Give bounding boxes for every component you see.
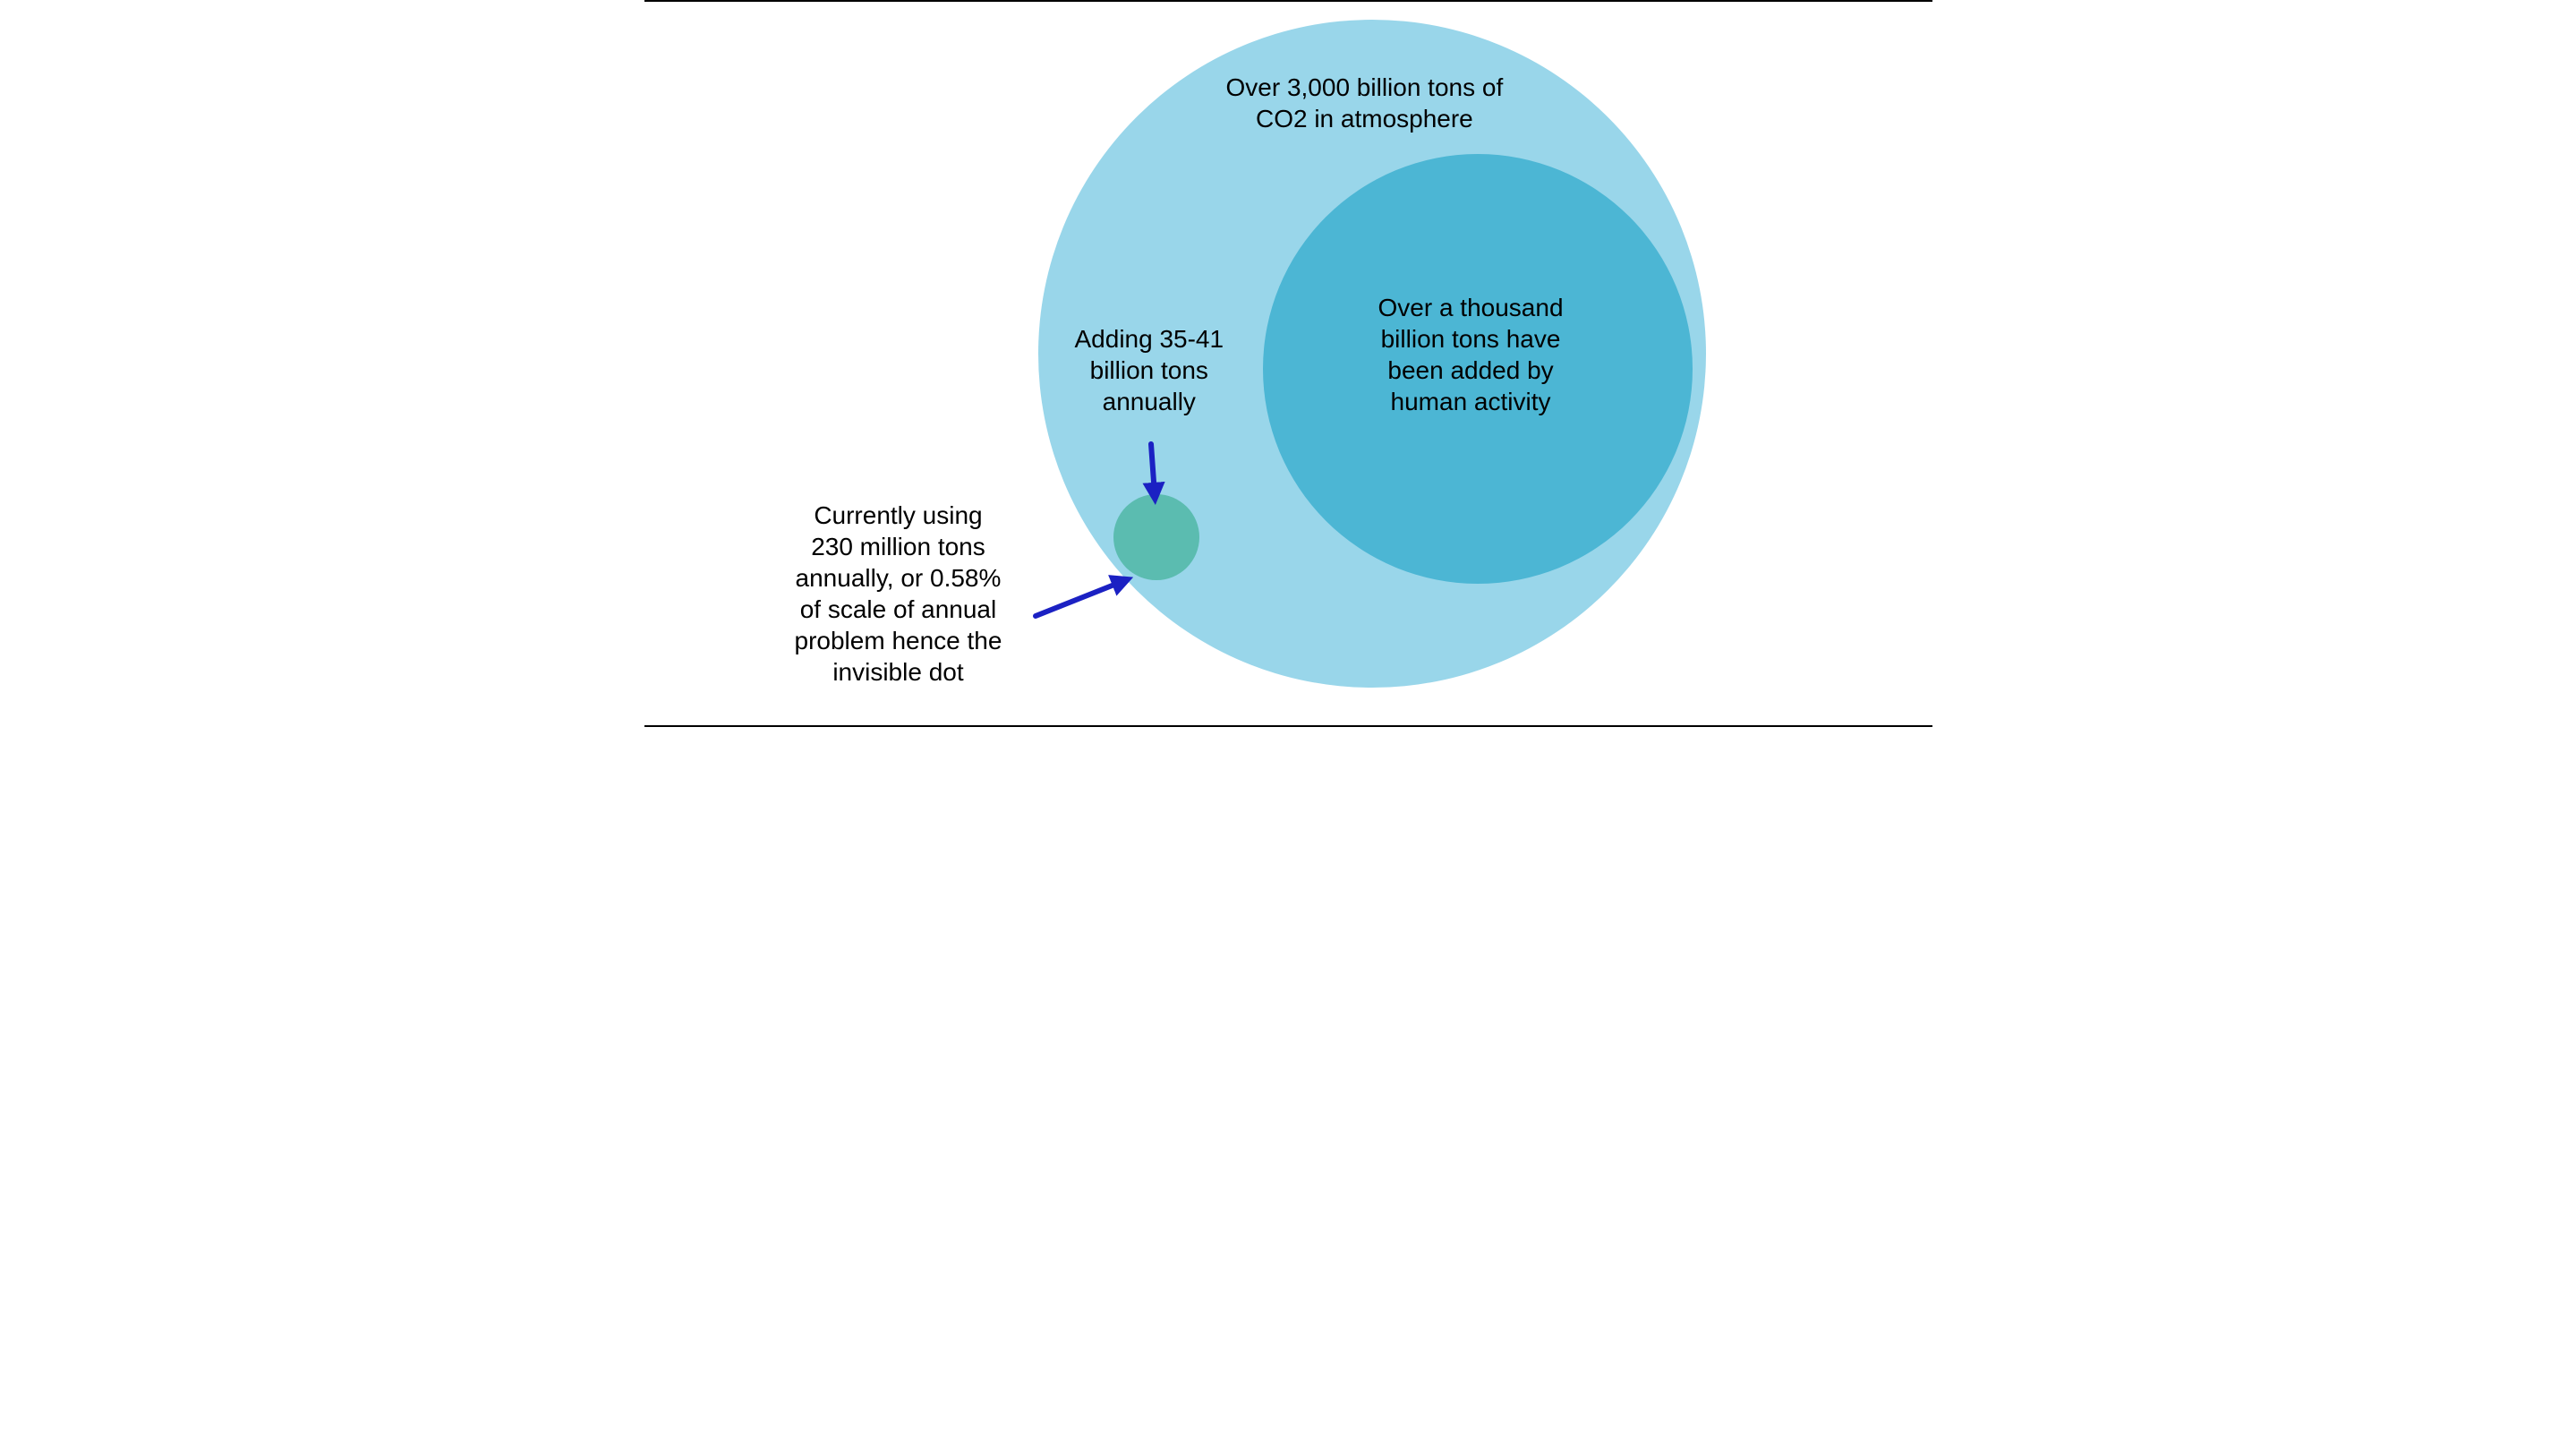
arrow-callout-right [1036,581,1123,616]
arrow-layer [644,2,1932,729]
arrow-annual-down [1151,444,1155,494]
diagram-canvas: Over 3,000 billion tons of CO2 in atmosp… [644,0,1932,727]
